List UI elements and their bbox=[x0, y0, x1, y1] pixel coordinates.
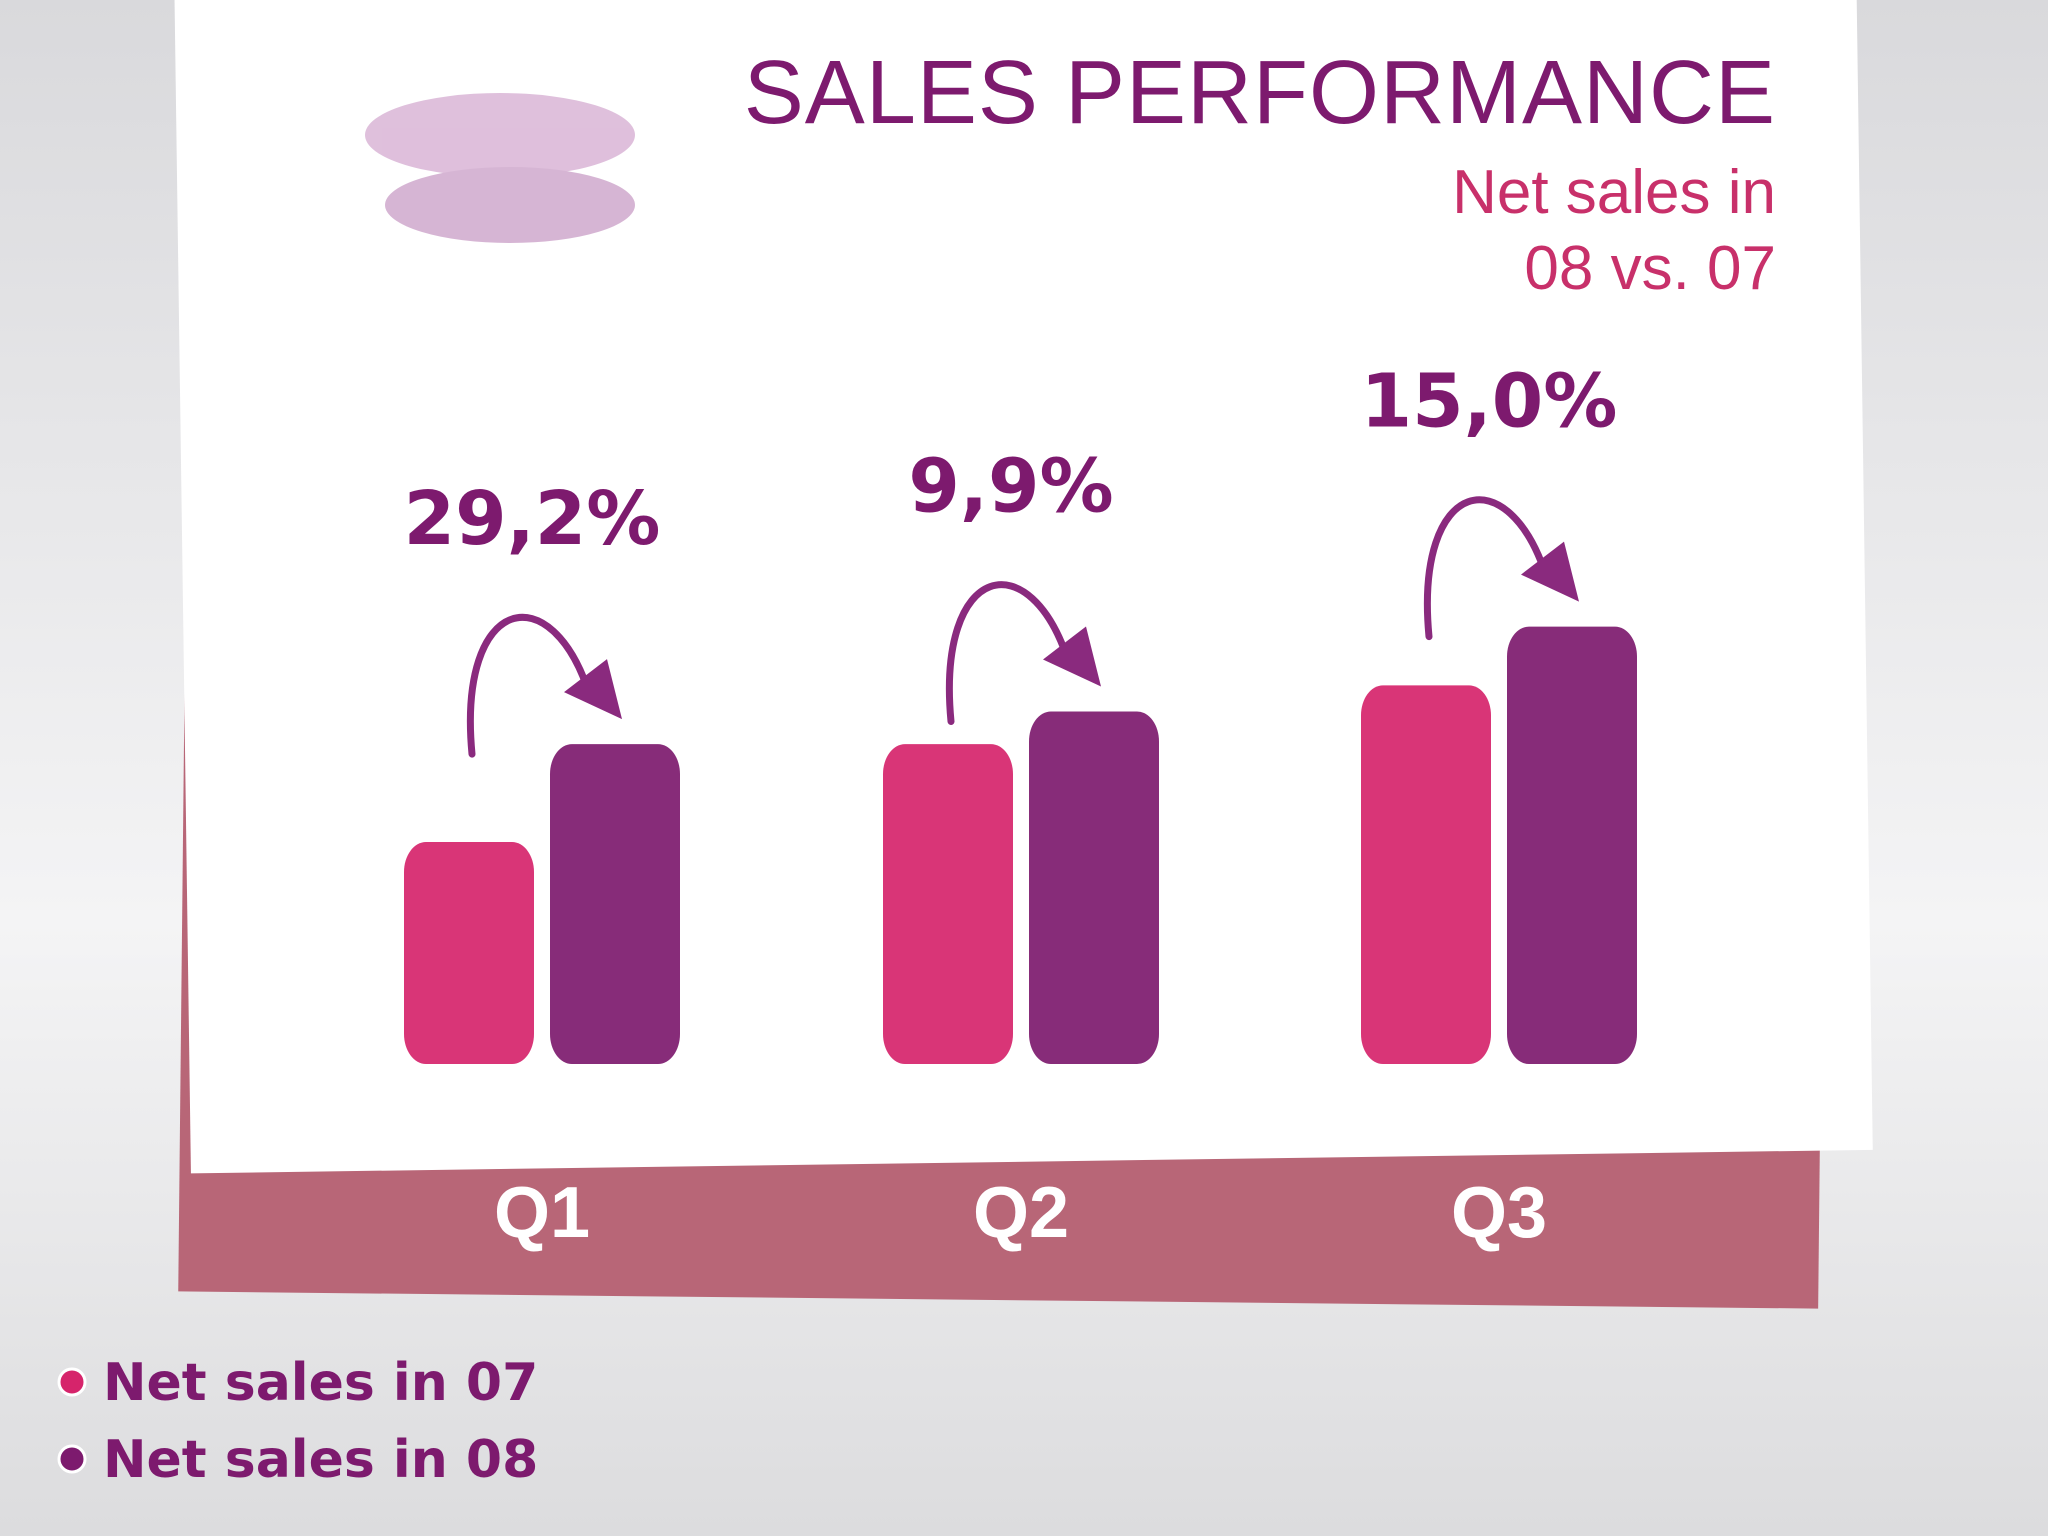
upper-lip bbox=[365, 93, 635, 177]
change-label: 15,0% bbox=[1361, 359, 1618, 445]
arrow-head bbox=[1521, 541, 1579, 602]
arrow-head bbox=[564, 659, 622, 720]
legend-marker bbox=[57, 1444, 87, 1474]
chart-subtitle: Net sales in 08 vs. 07 bbox=[1452, 158, 1776, 303]
chart-title: SALES PERFORMANCE bbox=[743, 43, 1776, 143]
legend-label: Net sales in 07 bbox=[103, 1353, 538, 1413]
legend-marker bbox=[57, 1367, 87, 1397]
x-tick-label: Q1 bbox=[494, 1173, 590, 1253]
bar bbox=[883, 744, 1013, 1064]
arrow-head bbox=[1043, 626, 1101, 687]
lips-decoration bbox=[365, 93, 635, 243]
bar bbox=[1029, 711, 1159, 1064]
bar bbox=[1507, 626, 1637, 1064]
lower-lip bbox=[385, 167, 635, 243]
change-arrow bbox=[1424, 496, 1551, 641]
change-arrow bbox=[946, 581, 1073, 725]
change-label: 9,9% bbox=[908, 443, 1113, 529]
legend-label: Net sales in 08 bbox=[103, 1430, 538, 1490]
x-tick-label: Q2 bbox=[973, 1173, 1069, 1253]
bar bbox=[404, 842, 534, 1064]
bar bbox=[550, 744, 680, 1064]
change-label: 29,2% bbox=[404, 476, 661, 562]
bar bbox=[1361, 685, 1491, 1064]
x-tick-label: Q3 bbox=[1451, 1173, 1547, 1253]
change-arrow bbox=[467, 613, 594, 758]
